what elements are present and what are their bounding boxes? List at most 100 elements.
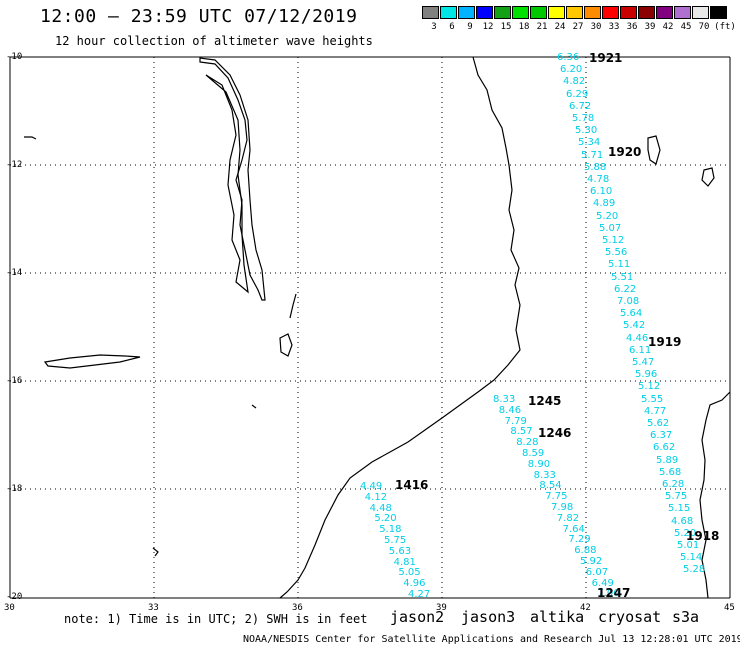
lake-malawi-inner	[205, 74, 249, 294]
track-label: 1416	[395, 478, 429, 492]
scale-swatch	[494, 6, 511, 19]
wave-value: 7.79	[504, 415, 527, 427]
wave-value: 6.37	[650, 430, 673, 442]
legend-s3a: s3a	[672, 608, 700, 626]
wave-value: 4.82	[563, 76, 586, 88]
wave-value: 6.20	[560, 64, 583, 76]
lon-label: 30	[4, 603, 15, 613]
scale-tick-label: 15	[500, 22, 512, 32]
wave-value: 5.96	[635, 369, 658, 381]
wave-value: 5.14	[680, 552, 703, 564]
scale-tick-label: 6	[449, 22, 455, 32]
zambezi-mark	[251, 404, 257, 409]
wave-value: 5.47	[632, 357, 655, 368]
scale-tick-label: 21	[536, 22, 548, 32]
coastline	[24, 56, 731, 599]
scale-swatch	[458, 6, 475, 19]
wave-value: 5.12	[638, 381, 661, 393]
scale-swatch	[548, 6, 565, 19]
wave-value: 7.08	[617, 296, 640, 307]
wave-value: 4.46	[626, 332, 649, 344]
wave-value: 6.62	[653, 442, 676, 454]
wave-value: 4.12	[364, 491, 388, 503]
wave-value: 6.29	[566, 88, 589, 100]
scale-tick-label: 9	[467, 22, 473, 32]
wave-value: 8.33	[493, 394, 516, 405]
scale-swatch	[566, 6, 583, 19]
wave-value: 8.54	[539, 480, 562, 492]
legend-jason2: jason2	[390, 608, 445, 626]
map-title: 12:00 – 23:59 UTC 07/12/2019	[40, 6, 358, 27]
shire-river	[289, 293, 297, 319]
track-label: 1920	[608, 145, 642, 159]
wave-value: 4.89	[593, 198, 616, 210]
scale-tick-label: 27	[572, 22, 584, 32]
scale-tick-label: 33	[608, 22, 620, 32]
lat-label: -12	[6, 160, 23, 170]
wave-value: 7.82	[556, 512, 580, 524]
lon-label: 39	[436, 603, 447, 613]
lake-bangweulu	[43, 354, 141, 369]
africa-east-coast	[279, 56, 521, 599]
scale-tick-label: 12	[482, 22, 494, 32]
legend-jason3: jason3	[461, 608, 516, 626]
legend-cryosat: cryosat	[598, 608, 662, 626]
scale-tick-label: 18	[518, 22, 530, 32]
lake-chilwa	[279, 333, 293, 357]
map-frame	[9, 56, 731, 599]
wave-value: 4.77	[644, 405, 667, 417]
wave-value: 5.30	[575, 125, 598, 137]
wave-value: 5.20	[674, 527, 697, 539]
wave-value: 5.63	[388, 545, 412, 557]
wave-value: 5.05	[398, 567, 421, 579]
wave-value: 4.96	[403, 578, 426, 590]
scale-swatch	[620, 6, 637, 19]
wave-value: 4.48	[369, 502, 392, 514]
wave-value: 7.75	[545, 491, 568, 503]
wave-value: 5.92	[580, 556, 603, 567]
wave-value: 5.01	[677, 540, 700, 551]
scale-swatch	[476, 6, 493, 19]
graticule	[10, 57, 730, 598]
madagascar-west	[699, 391, 731, 599]
wave-value: 6.11	[629, 344, 652, 356]
track-label: 1246	[538, 426, 572, 440]
island-comoros	[647, 135, 661, 165]
wave-value: 4.78	[587, 174, 610, 185]
wave-value: 7.98	[551, 502, 574, 513]
wave-value: 6.49	[591, 577, 614, 589]
wave-value: 5.07	[599, 222, 622, 234]
scale-tick-label: 30	[590, 22, 602, 32]
wave-value: 4.27	[408, 589, 431, 600]
wave-value: 5.75	[384, 535, 407, 546]
wave-value: 5.12	[602, 235, 625, 246]
wave-value: 5.89	[656, 454, 679, 466]
wave-value: 6.36	[557, 52, 580, 63]
wave-value: 6.88	[574, 545, 597, 557]
wave-value: 6.10	[590, 186, 613, 198]
scale-tick-label: 45	[680, 22, 692, 32]
track-label: 1245	[528, 394, 562, 408]
scale-swatch	[440, 6, 457, 19]
scale-swatch	[638, 6, 655, 19]
lat-label: -18	[6, 484, 23, 494]
lon-label: 36	[292, 603, 303, 613]
scale-tick-label: (ft)	[714, 22, 736, 32]
wave-value: 5.68	[659, 466, 682, 478]
lon-label: 45	[724, 603, 735, 613]
scale-swatch	[530, 6, 547, 19]
wave-value: 5.55	[641, 393, 664, 405]
wave-value: 4.81	[393, 556, 416, 568]
scale-swatch	[692, 6, 709, 19]
wave-value: 5.20	[596, 210, 619, 222]
wave-value: 8.28	[516, 437, 539, 449]
wave-value: 5.71	[581, 149, 604, 161]
wave-value: 5.42	[623, 320, 646, 332]
lat-label: -10	[6, 52, 23, 62]
lon-label: 42	[580, 603, 591, 613]
wave-value: 8.59	[522, 448, 545, 459]
wave-value: 4.49	[360, 481, 383, 492]
wave-value: 5.64	[620, 308, 643, 320]
wave-value: 7.29	[568, 534, 591, 546]
